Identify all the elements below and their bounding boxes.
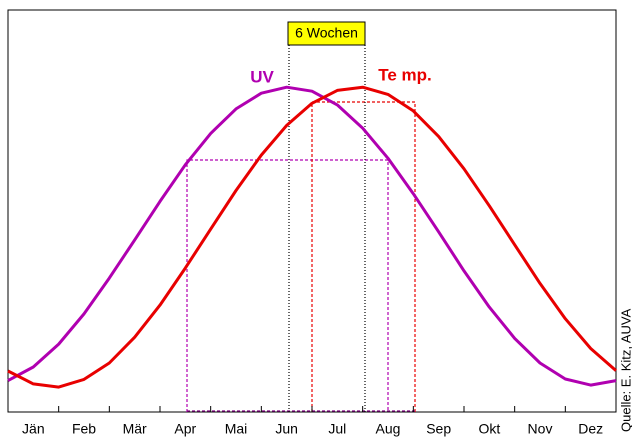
x-tick-label: Sep (426, 421, 451, 437)
x-tick-label: Jän (22, 421, 45, 437)
temp-guide (311, 101, 416, 412)
x-tick-label: Apr (174, 421, 196, 437)
x-tick-label: Nov (528, 421, 553, 437)
guides (186, 45, 416, 412)
x-tick-label: Mai (225, 421, 248, 437)
source: Quelle: E. Kitz, AUVA (618, 308, 632, 432)
interval-box (287, 21, 366, 46)
x-tick-label: Dez (578, 421, 603, 437)
series-line (7, 85, 617, 387)
x-tick-label: Okt (478, 421, 500, 437)
x-tick-label: Jul (328, 421, 346, 437)
interval-label: 6 Wochen (295, 25, 358, 41)
series-label: UV (250, 67, 274, 86)
uv-guide (186, 159, 389, 412)
series-label: Te mp. (378, 65, 432, 84)
x-tick-label: Aug (376, 421, 401, 437)
x-tick-label: Feb (72, 421, 96, 437)
x-tick-label: Mär (123, 421, 147, 437)
x-tick-label: Jun (275, 421, 298, 437)
series-line (7, 85, 617, 389)
